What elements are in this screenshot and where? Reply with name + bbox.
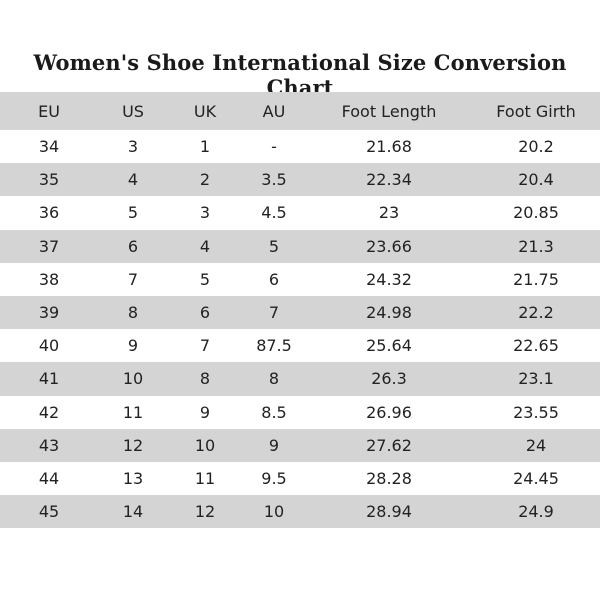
cell-us: 4: [127, 170, 139, 190]
cell-au: 8: [268, 369, 280, 389]
table-row: 41 10 8 8 26.3 23.1: [0, 362, 600, 396]
table-row: 36 5 3 4.5 23 20.85: [0, 196, 600, 230]
cell-foot-length: 23: [378, 203, 400, 223]
cell-uk: 2: [199, 170, 211, 190]
table-header-row: EU US UK AU Foot Length Foot Girth: [0, 92, 600, 130]
cell-eu: 35: [38, 170, 60, 190]
cell-foot-girth: 21.3: [518, 236, 554, 256]
size-conversion-table: EU US UK AU Foot Length Foot Girth 34 3 1-…: [0, 92, 600, 529]
cell-foot-girth: 20.4: [518, 170, 554, 190]
cell-au: 6: [268, 269, 280, 289]
table-row: 37 6 4 5 23.66 21.3: [0, 229, 600, 263]
cell-foot-girth: 20.85: [513, 203, 559, 223]
table-body: 34 3 1-21.68 20.2 35 4 2 3.5 22.34 20.4 36 5 3 4.5 23 2…: [0, 130, 600, 529]
cell-foot-girth: 21.75: [513, 269, 559, 289]
cell-eu: 42: [38, 402, 60, 422]
cell-foot-girth: 20.2: [518, 137, 554, 157]
cell-au: 5: [268, 236, 280, 256]
cell-uk: 5: [199, 269, 211, 289]
cell-au: 9.5: [261, 468, 287, 488]
cell-us: 9: [127, 336, 139, 356]
cell-uk: 9: [199, 402, 211, 422]
cell-uk: 12: [194, 502, 216, 522]
header-foot-length: Foot Length: [341, 101, 437, 121]
cell-au: 10: [263, 502, 285, 522]
cell-au: 3.5: [261, 170, 287, 190]
cell-foot-length: 22.34: [366, 170, 412, 190]
cell-us: 12: [122, 435, 144, 455]
cell-foot-girth: 22.2: [518, 303, 554, 323]
cell-foot-length: 24.32: [366, 269, 412, 289]
cell-foot-length: 26.3: [371, 369, 407, 389]
cell-foot-length: 25.64: [366, 336, 412, 356]
cell-au: 7: [268, 303, 280, 323]
cell-uk: 10: [194, 435, 216, 455]
cell-foot-length: 21.68: [366, 137, 412, 157]
table-row: 44 13 11 9.5 28.28 24.45: [0, 461, 600, 496]
cell-eu: 39: [38, 303, 60, 323]
cell-eu: 36: [38, 203, 60, 223]
cell-foot-girth: 23.55: [513, 402, 559, 422]
cell-foot-length: 28.28: [366, 468, 412, 488]
cell-eu: 34: [38, 137, 60, 157]
cell-au: 4.5: [261, 203, 287, 223]
cell-us: 3: [127, 137, 139, 157]
cell-us: 5: [127, 203, 139, 223]
cell-eu: 41: [38, 369, 60, 389]
cell-foot-length: 24.98: [366, 303, 412, 323]
cell-foot-girth: 24.45: [513, 468, 559, 488]
cell-foot-length: 28.94: [366, 502, 412, 522]
cell-eu: 38: [38, 269, 60, 289]
table-row: 34 3 1 - 21.68 20.2: [0, 130, 600, 164]
cell-au: -: [271, 137, 277, 157]
table-row: 39 8 6 7 24.98 22.2: [0, 295, 600, 330]
cell-us: 13: [122, 468, 144, 488]
cell-foot-girth: 23.1: [518, 369, 554, 389]
cell-foot-girth: 24.9: [518, 502, 554, 522]
header-eu: EU: [38, 101, 60, 121]
cell-au: 8.5: [261, 402, 287, 422]
cell-au: 9: [268, 435, 280, 455]
cell-au: 87.5: [256, 336, 292, 356]
table-row: 43 12 10 9 27.62 24: [0, 428, 600, 462]
cell-uk: 3: [199, 203, 211, 223]
cell-eu: 40: [38, 336, 60, 356]
table-row: 45 14 12 10 28.94 24.9: [0, 495, 600, 529]
table-row: 35 4 2 3.5 22.34 20.4: [0, 163, 600, 197]
cell-uk: 4: [199, 236, 211, 256]
cell-us: 14: [122, 502, 144, 522]
cell-us: 11: [122, 402, 144, 422]
cell-eu: 37: [38, 236, 60, 256]
table-row: 38 7 5 6 24.32 21.75: [0, 262, 600, 296]
cell-eu: 45: [38, 502, 60, 522]
table-row: 42 11 9 8.5 26.96 23.55: [0, 395, 600, 429]
cell-us: 8: [127, 303, 139, 323]
cell-foot-girth: 24: [525, 435, 547, 455]
cell-foot-length: 26.96: [366, 402, 412, 422]
header-foot-girth: Foot Girth: [496, 101, 576, 121]
header-us: US: [122, 101, 144, 121]
cell-foot-girth: 22.65: [513, 336, 559, 356]
cell-foot-length: 23.66: [366, 236, 412, 256]
cell-uk: 8: [199, 369, 211, 389]
cell-uk: 6: [199, 303, 211, 323]
header-au: AU: [262, 101, 286, 121]
cell-us: 6: [127, 236, 139, 256]
table-row: 40 9 7 87.5 25.64 22.65: [0, 329, 600, 363]
cell-us: 10: [122, 369, 144, 389]
cell-us: 7: [127, 269, 139, 289]
cell-eu: 44: [38, 468, 60, 488]
header-uk: UK: [193, 101, 217, 121]
cell-uk: 1: [199, 137, 211, 157]
cell-foot-length: 27.62: [366, 435, 412, 455]
cell-eu: 43: [38, 435, 60, 455]
cell-uk: 11: [194, 468, 216, 488]
chart-title: Women's Shoe International Size Conversi…: [33, 50, 567, 100]
cell-uk: 7: [199, 336, 211, 356]
